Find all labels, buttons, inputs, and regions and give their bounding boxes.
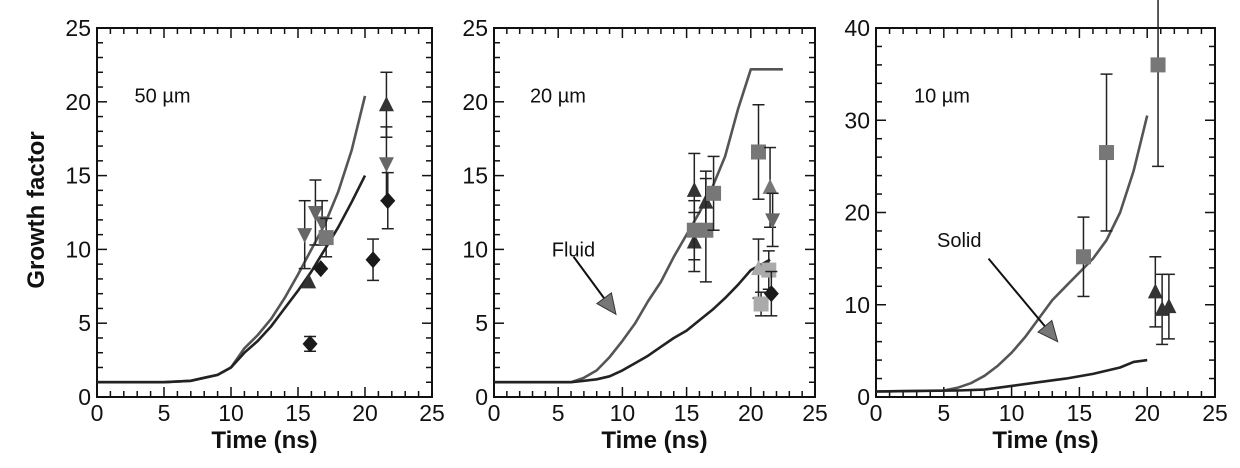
x-tick-label: 15 — [1067, 400, 1093, 426]
x-tick-label: 10 — [610, 400, 636, 426]
data-point-diamond — [313, 260, 329, 278]
y-tick-label: 10 — [462, 236, 488, 262]
y-tick-label: 20 — [462, 89, 488, 115]
panel-label: 20 µm — [530, 85, 586, 107]
y-tick-label: 15 — [462, 163, 488, 189]
y-tick-label: 0 — [475, 384, 488, 410]
data-point-diamond — [763, 285, 779, 303]
simulation-curve-2 — [494, 258, 771, 384]
data-point-triangle-up — [378, 96, 394, 112]
panel-label: 50 µm — [135, 85, 191, 107]
plot-frame — [493, 27, 816, 398]
x-tick-label: 20 — [1134, 400, 1160, 426]
x-tick-label: 15 — [285, 400, 311, 426]
data-point-triangle-up — [762, 178, 778, 194]
data-point-triangle-up — [301, 273, 317, 289]
data-point-square — [1075, 249, 1091, 265]
x-tick-label: 10 — [218, 400, 244, 426]
y-tick-label: 25 — [462, 15, 488, 41]
x-tick-label: 0 — [91, 400, 104, 426]
panel-2: 0 5 10 15 20 25 0 5 10 15 20 25 Time (ns) 20 µm Fluid — [462, 15, 827, 454]
data-point-triangle-down — [765, 213, 781, 229]
x-tick-label: 5 — [937, 400, 950, 426]
data-point-diamond — [302, 335, 318, 353]
annotation-label: Solid — [937, 230, 981, 252]
x-tick-label: 25 — [419, 400, 445, 426]
data-point-triangle-down — [378, 157, 394, 173]
x-tick-label: 0 — [488, 400, 501, 426]
data-point-square — [761, 262, 777, 278]
annotation-arrow-head — [595, 292, 617, 316]
annotation-arrow-shaft — [572, 256, 605, 299]
simulation-curve-2 — [97, 175, 367, 384]
x-tick-label: 15 — [674, 400, 700, 426]
y-tick-label: 40 — [844, 15, 870, 41]
data-point-square — [686, 222, 702, 238]
annotation-arrow-shaft — [987, 257, 1046, 327]
data-point-diamond — [380, 192, 396, 210]
x-tick-label: 25 — [1202, 400, 1228, 426]
data-point-square — [753, 296, 769, 312]
data-point-triangle-up — [1147, 283, 1163, 299]
x-tick-label: 10 — [999, 400, 1025, 426]
y-tick-label: 5 — [78, 310, 91, 336]
x-tick-label: 20 — [352, 400, 378, 426]
data-point-diamond — [365, 251, 381, 269]
y-tick-label: 0 — [857, 384, 870, 410]
data-point-square — [1150, 57, 1166, 73]
data-point-square — [318, 230, 334, 246]
simulation-curve-1 — [494, 68, 783, 384]
y-tick-label: 15 — [65, 163, 91, 189]
panel-label: 10 µm — [914, 85, 970, 107]
x-axis-label: Time (ns) — [992, 427, 1098, 454]
y-tick-label: 25 — [65, 15, 91, 41]
data-point-triangle-down — [297, 228, 313, 244]
x-tick-label: 5 — [158, 400, 171, 426]
data-point-square — [698, 222, 714, 238]
y-tick-label: 10 — [65, 236, 91, 262]
x-axis-label: Time (ns) — [211, 427, 317, 454]
plot-frame — [96, 27, 433, 398]
x-tick-label: 20 — [738, 400, 764, 426]
x-tick-label: 0 — [870, 400, 883, 426]
plot-frame — [875, 27, 1216, 398]
x-axis-label: Time (ns) — [601, 427, 707, 454]
y-tick-label: 20 — [65, 89, 91, 115]
data-point-square — [1099, 145, 1115, 161]
panel-3: 0 5 10 15 20 25 0 10 20 30 40 Time (ns) 10 µm Solid — [844, 0, 1228, 454]
y-tick-label: 10 — [844, 292, 870, 318]
x-tick-label: 5 — [552, 400, 565, 426]
panel-1: 0 5 10 15 20 25 0 5 10 15 20 25 Time (ns) 50 µm — [65, 15, 444, 454]
y-axis-label: Growth factor — [23, 131, 50, 288]
y-tick-label: 0 — [78, 384, 91, 410]
data-point-square — [751, 144, 767, 160]
data-point-square — [706, 185, 722, 201]
annotation-arrow-head — [1037, 319, 1059, 343]
x-tick-label: 25 — [802, 400, 828, 426]
y-tick-label: 30 — [844, 107, 870, 133]
data-point-triangle-down — [307, 206, 323, 221]
data-point-triangle-up — [1161, 298, 1177, 314]
simulation-curve-2 — [875, 358, 1148, 393]
annotation-label: Fluid — [552, 239, 595, 261]
y-tick-label: 5 — [475, 310, 488, 336]
data-point-triangle-up — [686, 181, 702, 197]
y-tick-label: 20 — [844, 200, 870, 226]
